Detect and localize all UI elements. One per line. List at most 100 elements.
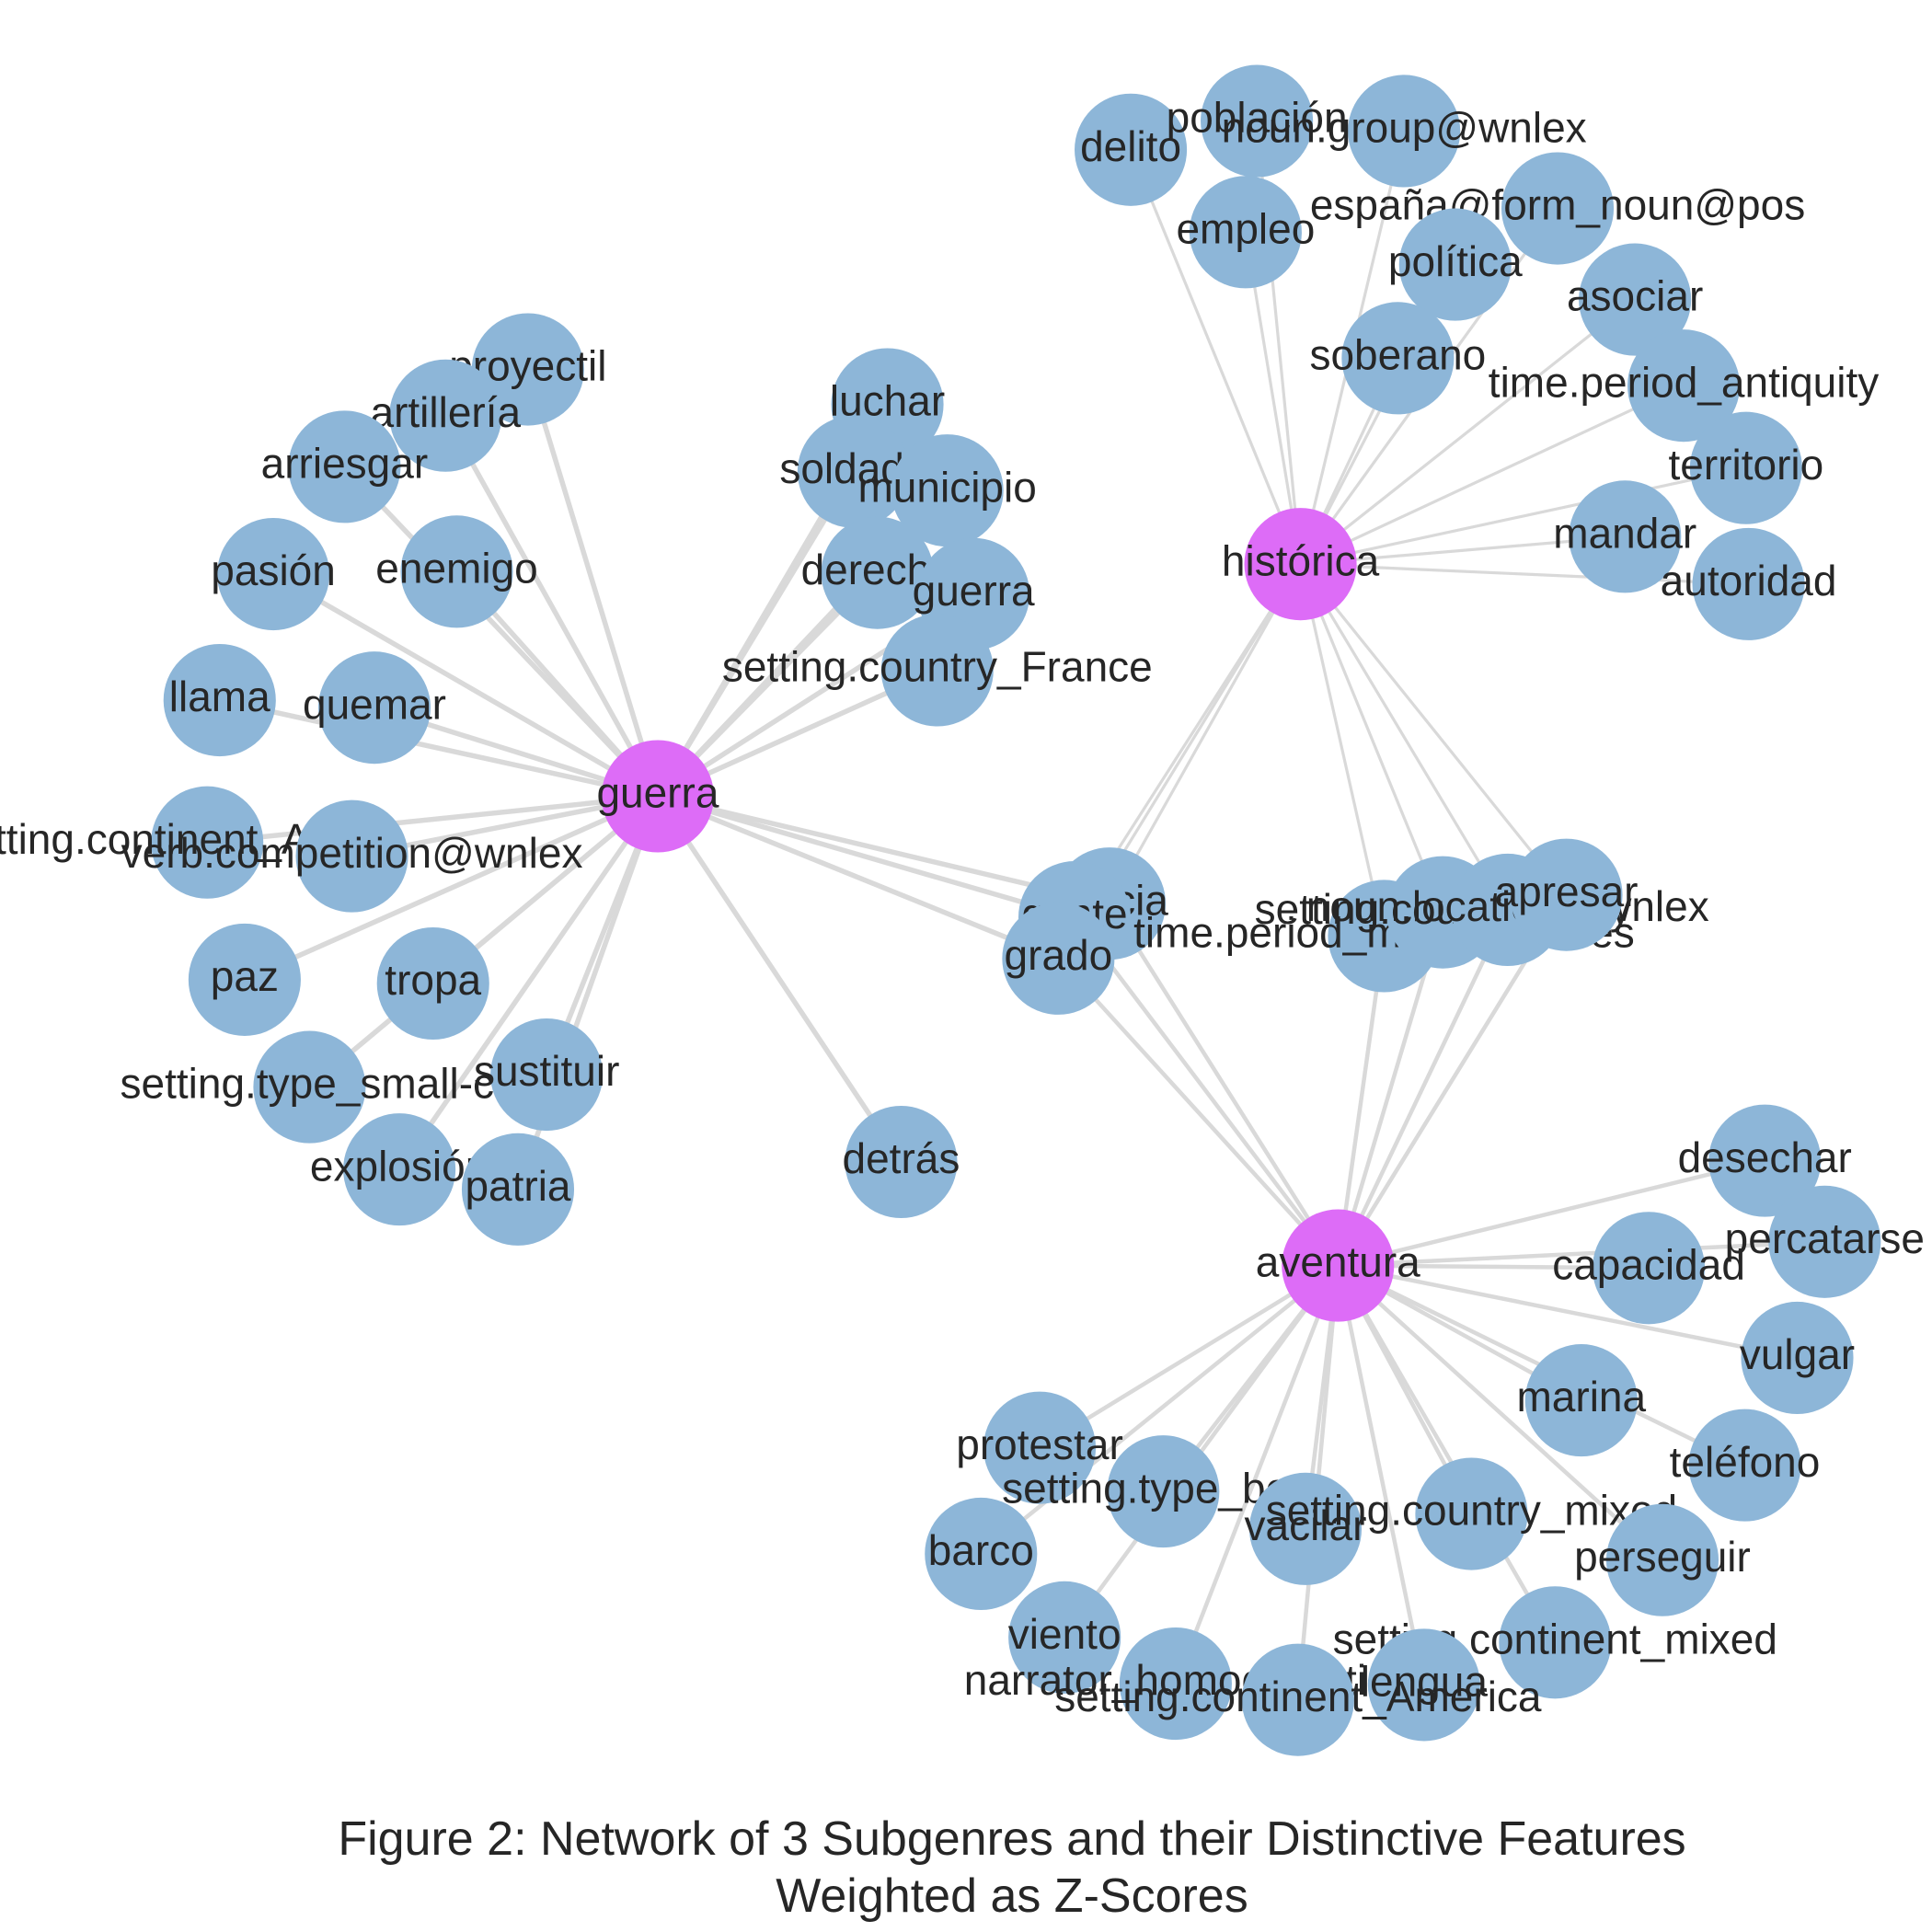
edge-aventura-narrator-homodiegetic xyxy=(1173,1263,1340,1686)
node-setting-continent-america: setting.continent_America xyxy=(1054,1643,1542,1756)
node-arriesgar: arriesgar xyxy=(261,410,428,523)
node-setting-type-boat-circle xyxy=(1107,1435,1220,1548)
edge-aventura-desechar xyxy=(1336,1158,1767,1268)
node-artillería: artillería xyxy=(370,359,522,472)
node-setting-type-small-city: setting.type_small-city xyxy=(121,1030,536,1144)
edge-guerra-llama xyxy=(217,697,661,799)
node-explosión-circle xyxy=(343,1113,456,1226)
node-vacilar-label: vacilar xyxy=(1245,1501,1367,1549)
hub-node-histórica-label: histórica xyxy=(1222,536,1380,584)
node-teléfono-circle xyxy=(1688,1409,1801,1522)
node-barco-label: barco xyxy=(928,1526,1034,1574)
node-empleo-label: empleo xyxy=(1176,204,1315,252)
node-tropa-label: tropa xyxy=(385,956,481,1004)
edge-guerra-explosión xyxy=(397,793,661,1172)
node-protestar-circle xyxy=(983,1391,1097,1504)
node-teléfono-label: teléfono xyxy=(1670,1438,1821,1486)
node-quemar: quemar xyxy=(303,651,446,765)
node-guerra-label: guerra xyxy=(913,567,1035,615)
node-marina: marina xyxy=(1516,1344,1647,1457)
node-marina-circle xyxy=(1524,1344,1638,1457)
node-artillería-label: artillería xyxy=(370,388,521,436)
node-españa-form-noun-pos-label: españa@form_noun@pos xyxy=(1310,181,1805,229)
node-derecho: derecho xyxy=(801,516,954,629)
node-setting-country-france: setting.country_France xyxy=(722,614,1153,727)
node-pasión-label: pasión xyxy=(211,546,336,594)
node-patria-label: patria xyxy=(465,1162,570,1210)
hub-node-guerra: guerra xyxy=(596,740,719,853)
node-detrás: detrás xyxy=(843,1105,960,1219)
node-población: población xyxy=(1167,64,1348,178)
node-municipio: municipio xyxy=(857,434,1037,547)
node-enemigo: enemigo xyxy=(375,515,538,628)
node-paz-label: paz xyxy=(211,952,279,1000)
node-noun-group-wnlex: noun.group@wnlex xyxy=(1222,75,1587,188)
node-delito: delito xyxy=(1075,93,1188,206)
node-enemigo-label: enemigo xyxy=(375,544,537,592)
edge-aventura-grado xyxy=(1056,956,1340,1268)
edge-aventura-gente xyxy=(1072,914,1340,1268)
edge-aventura-perseguir xyxy=(1336,1263,1665,1562)
node-delito-circle xyxy=(1075,93,1188,206)
node-soldado-circle xyxy=(797,415,910,528)
node-explosión-label: explosión xyxy=(310,1142,489,1190)
hub-node-aventura: aventura xyxy=(1256,1209,1420,1322)
edge-histórica-delito xyxy=(1129,148,1303,566)
node-tropa-circle xyxy=(376,926,489,1041)
node-protestar: protestar xyxy=(956,1391,1123,1504)
figure-caption: Figure 2: Network of 3 Subgenres and the… xyxy=(0,1811,1932,1925)
node-capacidad-circle xyxy=(1593,1212,1706,1325)
edge-guerra-gente xyxy=(655,793,1077,920)
caption-line-2: Weighted as Z-Scores xyxy=(776,1869,1248,1923)
node-soberano-circle xyxy=(1341,302,1455,415)
node-lengua-circle xyxy=(1367,1628,1480,1742)
node-setting-country-mixed-circle xyxy=(1415,1457,1528,1570)
node-capacidad: capacidad xyxy=(1552,1212,1745,1325)
node-marina-label: marina xyxy=(1516,1373,1646,1420)
edge-aventura-percatarse xyxy=(1336,1239,1827,1268)
node-llama-circle xyxy=(163,644,276,757)
node-derecho-circle xyxy=(821,516,934,629)
edge-aventura-vulgar xyxy=(1336,1263,1800,1361)
node-vacilar: vacilar xyxy=(1245,1472,1367,1585)
node-pasión-circle xyxy=(217,517,330,631)
node-autoridad-circle xyxy=(1692,527,1805,640)
node-política: política xyxy=(1388,208,1523,321)
node-población-label: población xyxy=(1167,94,1348,142)
edge-histórica-territorio xyxy=(1298,466,1748,566)
node-política-circle xyxy=(1398,208,1512,321)
node-time-period-antiquity: time.period_antiquity xyxy=(1489,329,1879,443)
node-sustituir: sustituir xyxy=(474,1018,619,1132)
edge-aventura-barco xyxy=(979,1263,1340,1557)
node-quemar-label: quemar xyxy=(303,680,446,728)
node-delito-label: delito xyxy=(1080,122,1181,170)
node-municipio-circle xyxy=(891,434,1004,547)
node-vulgar-circle xyxy=(1741,1301,1854,1415)
edge-guerra-detrás xyxy=(655,793,904,1165)
node-grado: grado xyxy=(1002,902,1115,1015)
node-asociar-circle xyxy=(1579,243,1692,356)
edge-histórica-time-period-modern-times xyxy=(1298,562,1386,938)
node-barco-circle xyxy=(925,1497,1038,1610)
node-apresar-label: apresar xyxy=(1495,868,1639,915)
node-detrás-circle xyxy=(845,1105,958,1219)
caption-line-1: Figure 2: Network of 3 Subgenres and the… xyxy=(338,1812,1686,1866)
node-apresar-circle xyxy=(1510,838,1623,951)
node-noun-group-wnlex-label: noun.group@wnlex xyxy=(1222,104,1587,152)
node-mandar: mandar xyxy=(1553,480,1696,593)
node-mandar-label: mandar xyxy=(1553,509,1696,557)
node-llama-label: llama xyxy=(169,673,270,720)
hub-node-aventura-label: aventura xyxy=(1256,1238,1420,1286)
node-percatarse-circle xyxy=(1768,1185,1881,1298)
node-lengua: lengua xyxy=(1361,1628,1488,1742)
edge-histórica-asociar xyxy=(1298,297,1637,566)
node-desechar-circle xyxy=(1708,1104,1822,1217)
node-sustituir-label: sustituir xyxy=(474,1047,619,1095)
node-barco: barco xyxy=(925,1497,1038,1610)
node-perseguir: perseguir xyxy=(1574,1503,1751,1616)
node-política-label: política xyxy=(1388,237,1523,285)
edge-guerra-pasión xyxy=(270,571,661,799)
node-proyectil: proyectil xyxy=(449,313,606,426)
node-soberano-label: soberano xyxy=(1309,330,1486,378)
